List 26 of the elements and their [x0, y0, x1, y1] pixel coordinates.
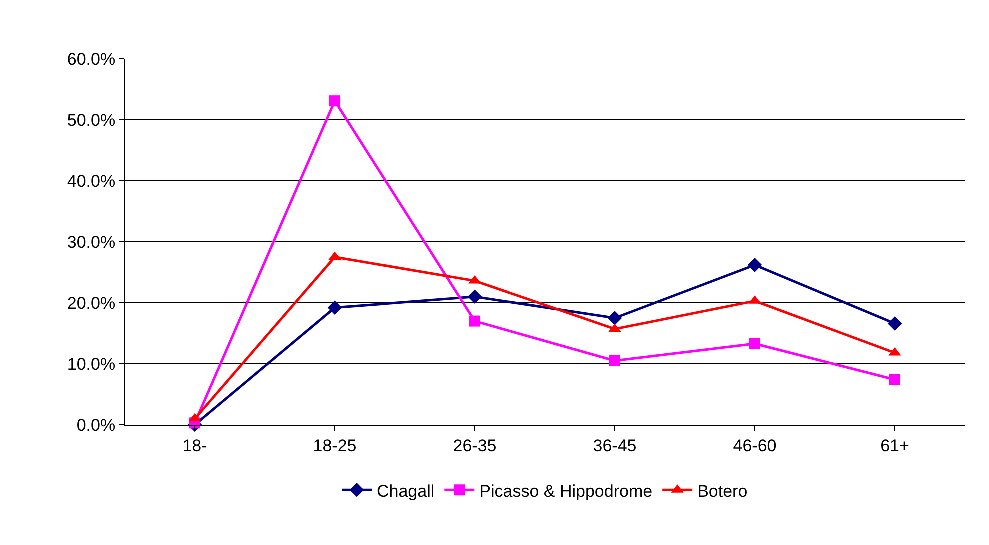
point: [748, 258, 762, 272]
y-tick-label: 0.0%: [76, 416, 116, 435]
point: [890, 374, 900, 386]
x-tick-label: 26-35: [453, 436, 497, 456]
point: [608, 311, 622, 326]
x-tick-label: 36-45: [593, 436, 637, 456]
y-tick-label: 20.0%: [67, 294, 116, 313]
x-tick-label: 46-60: [733, 436, 777, 456]
legend-label: Picasso & Hippodrome: [480, 482, 653, 501]
point: [750, 338, 760, 350]
y-tick-label: 50.0%: [67, 110, 116, 130]
point: [468, 290, 482, 304]
point: [888, 316, 902, 331]
x-tick-label: 61+: [880, 436, 910, 456]
legend-label: Chagall: [377, 482, 435, 501]
legend-label: Botero: [698, 482, 748, 501]
x-tick-label: 18-25: [313, 436, 357, 456]
y-tick-label: 10.0%: [67, 354, 116, 374]
y-tick-label: 40.0%: [67, 172, 116, 191]
y-tick-label: 60.0%: [67, 50, 116, 69]
point: [328, 300, 342, 316]
point: [470, 316, 480, 327]
y-tick-label: 30.0%: [67, 232, 116, 252]
point: [330, 96, 340, 107]
x-tick-label: 18-: [182, 436, 208, 456]
point: [610, 355, 620, 366]
